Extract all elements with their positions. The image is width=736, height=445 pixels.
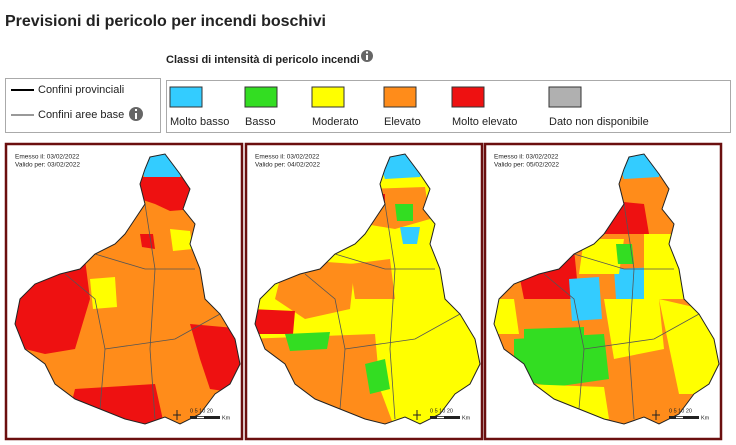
province-boundary (384, 203, 396, 420)
valid-date: Valido per: 05/02/2022 (494, 162, 559, 169)
info-icon[interactable] (361, 50, 373, 62)
map-area (400, 227, 420, 244)
region-outline (14, 153, 241, 425)
class-label: Moderato (312, 116, 358, 128)
scale-bar (190, 416, 220, 419)
map-area (140, 234, 155, 249)
class-label: Elevato (384, 116, 421, 128)
issued-date: Emesso il: 03/02/2022 (15, 154, 80, 161)
class-swatch (311, 86, 345, 108)
map-area (569, 277, 602, 321)
class-swatch (451, 86, 485, 108)
page-title: Previsioni di pericolo per incendi bosch… (5, 13, 326, 30)
scale-unit: Km (462, 415, 471, 421)
class-swatch (169, 86, 203, 108)
issued-date: Emesso il: 03/02/2022 (494, 154, 559, 161)
map-area (524, 327, 584, 341)
province-boundary (104, 313, 221, 350)
map-area (365, 359, 390, 394)
province-boundary (64, 273, 106, 410)
map-area (90, 277, 117, 309)
scale-bar (676, 416, 683, 419)
boundary-label: Confini aree base (38, 109, 124, 121)
province-boundary (304, 273, 346, 410)
class-label: Basso (245, 116, 276, 128)
map-area (494, 299, 519, 334)
class-label: Dato non disponibile (549, 116, 649, 128)
map-area (255, 309, 295, 334)
valid-date: Valido per: 03/02/2022 (15, 162, 80, 169)
issued-date: Emesso il: 03/02/2022 (255, 154, 320, 161)
scale-bar (197, 416, 204, 419)
scale-unit: Km (222, 415, 231, 421)
map-area (395, 204, 413, 221)
class-label: Molto basso (170, 116, 229, 128)
scale-ticks: 0 5 10 20 (190, 408, 213, 414)
map-area (285, 332, 330, 351)
scale-bar (437, 416, 444, 419)
scale-bar (430, 416, 460, 419)
scale-ticks: 0 5 10 20 (669, 408, 692, 414)
province-boundary (573, 253, 674, 270)
map-area (170, 229, 193, 251)
boundary-label: Confini provinciali (38, 84, 124, 96)
province-boundary (94, 253, 195, 270)
info-icon[interactable] (129, 107, 143, 121)
valid-date: Valido per: 04/02/2022 (255, 162, 320, 169)
province-boundary (344, 313, 461, 350)
class-swatch (383, 86, 417, 108)
province-boundary (543, 273, 585, 410)
region-outline (493, 153, 720, 425)
map-area (140, 177, 195, 211)
scale-bar (669, 416, 699, 419)
legend-title: Classi di intensità di pericolo incendi (166, 54, 360, 66)
map-area (616, 244, 634, 264)
region-outline (254, 153, 481, 425)
province-boundary (583, 313, 700, 350)
scale-ticks: 0 5 10 20 (430, 408, 453, 414)
scale-unit: Km (701, 415, 710, 421)
province-boundary (144, 203, 156, 420)
province-boundary (334, 253, 435, 270)
class-swatch (244, 86, 278, 108)
map-area (604, 299, 664, 359)
class-label: Molto elevato (452, 116, 517, 128)
boundary-box (5, 78, 161, 133)
province-boundary (623, 203, 635, 420)
map-area (190, 324, 240, 394)
map-area (514, 334, 609, 387)
class-swatch (548, 86, 582, 108)
